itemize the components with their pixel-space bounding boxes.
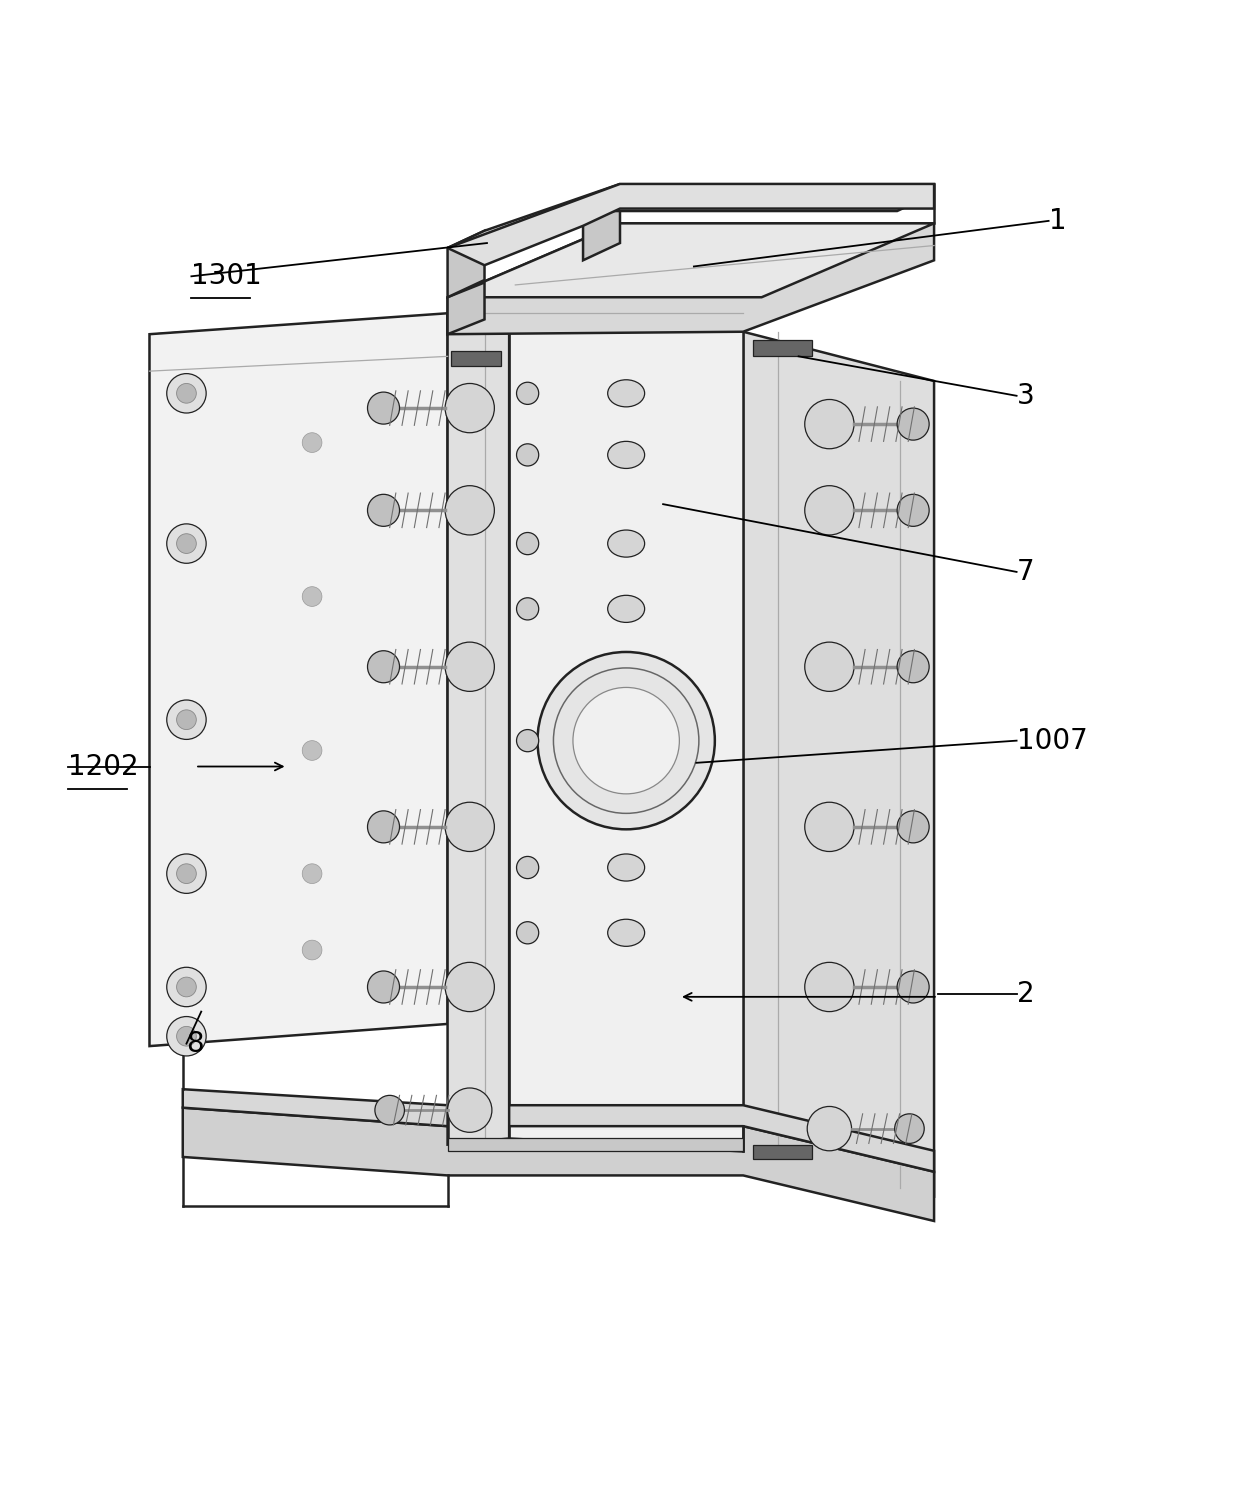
Text: 8: 8 (186, 1030, 205, 1058)
Circle shape (805, 399, 854, 449)
Circle shape (367, 392, 399, 425)
Circle shape (367, 651, 399, 683)
Polygon shape (448, 314, 510, 1145)
Circle shape (805, 486, 854, 534)
Polygon shape (448, 224, 934, 335)
Polygon shape (448, 231, 485, 297)
Polygon shape (583, 194, 620, 260)
Ellipse shape (608, 530, 645, 557)
Circle shape (807, 1106, 852, 1151)
Circle shape (517, 383, 538, 404)
Circle shape (367, 971, 399, 1003)
Circle shape (517, 597, 538, 620)
Circle shape (445, 802, 495, 851)
Circle shape (303, 587, 322, 606)
Text: 1301: 1301 (191, 263, 262, 290)
Circle shape (517, 857, 538, 878)
Text: 1007: 1007 (1017, 726, 1087, 755)
Polygon shape (448, 185, 620, 248)
Circle shape (303, 432, 322, 452)
Polygon shape (182, 1090, 934, 1172)
Circle shape (895, 1114, 924, 1144)
Circle shape (445, 486, 495, 534)
Circle shape (166, 1016, 206, 1055)
Text: 1: 1 (1049, 207, 1066, 234)
Circle shape (517, 922, 538, 944)
Bar (753, 341, 812, 356)
Circle shape (176, 383, 196, 404)
Polygon shape (510, 321, 743, 1151)
Ellipse shape (608, 919, 645, 946)
Circle shape (176, 863, 196, 884)
Circle shape (897, 651, 929, 683)
Circle shape (303, 863, 322, 884)
Circle shape (367, 494, 399, 527)
Circle shape (374, 1096, 404, 1124)
Circle shape (303, 940, 322, 959)
Bar (451, 351, 501, 366)
Circle shape (445, 383, 495, 432)
Text: 7: 7 (1017, 558, 1034, 585)
Text: 2: 2 (1017, 980, 1034, 1009)
Circle shape (805, 642, 854, 692)
Circle shape (445, 962, 495, 1012)
Polygon shape (743, 332, 934, 1196)
Circle shape (166, 967, 206, 1007)
Polygon shape (448, 1138, 743, 1151)
Circle shape (166, 699, 206, 740)
Circle shape (176, 710, 196, 729)
Circle shape (166, 854, 206, 893)
Text: 1202: 1202 (68, 752, 139, 781)
Polygon shape (150, 332, 182, 1046)
Polygon shape (448, 282, 485, 335)
Ellipse shape (608, 854, 645, 881)
Circle shape (176, 534, 196, 554)
Circle shape (573, 687, 680, 794)
Circle shape (897, 971, 929, 1003)
Circle shape (517, 444, 538, 465)
Circle shape (176, 1027, 196, 1046)
Circle shape (448, 1088, 492, 1132)
Circle shape (897, 811, 929, 844)
Circle shape (517, 729, 538, 752)
Circle shape (367, 811, 399, 844)
Circle shape (303, 740, 322, 761)
Circle shape (166, 524, 206, 563)
Circle shape (537, 651, 714, 830)
Polygon shape (448, 224, 934, 297)
Circle shape (897, 494, 929, 527)
Circle shape (517, 533, 538, 555)
Circle shape (445, 642, 495, 692)
Circle shape (897, 408, 929, 440)
Circle shape (805, 962, 854, 1012)
Ellipse shape (608, 441, 645, 468)
Circle shape (805, 802, 854, 851)
Ellipse shape (608, 596, 645, 623)
Polygon shape (583, 194, 934, 212)
Bar (753, 1145, 812, 1159)
Ellipse shape (608, 380, 645, 407)
Text: 3: 3 (1017, 381, 1034, 410)
Polygon shape (182, 1108, 934, 1220)
Polygon shape (150, 314, 448, 1046)
Polygon shape (448, 185, 934, 266)
Circle shape (176, 977, 196, 997)
Circle shape (166, 374, 206, 413)
